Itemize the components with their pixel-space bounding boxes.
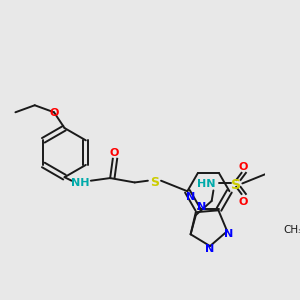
Text: N: N [197, 202, 206, 212]
Text: O: O [238, 162, 248, 172]
Text: N: N [224, 229, 234, 239]
Text: NH: NH [71, 178, 90, 188]
Text: N: N [206, 244, 214, 254]
Text: O: O [110, 148, 119, 158]
Text: HN: HN [197, 179, 216, 189]
Text: O: O [49, 108, 59, 118]
Text: S: S [231, 178, 241, 192]
Text: O: O [238, 197, 248, 207]
Text: S: S [150, 176, 159, 189]
Text: CH₃: CH₃ [284, 225, 300, 235]
Text: N: N [186, 193, 196, 202]
